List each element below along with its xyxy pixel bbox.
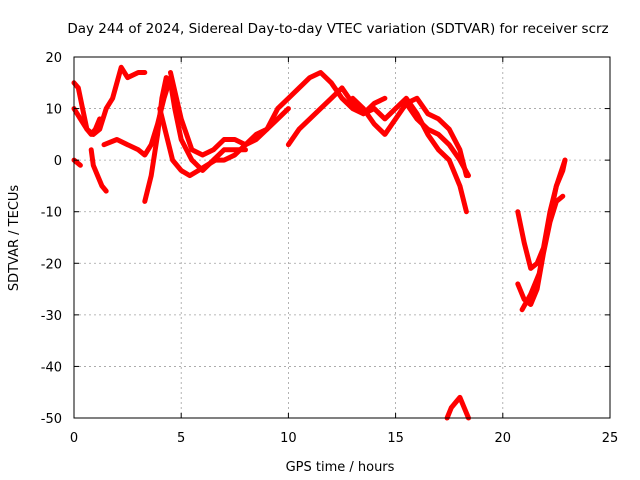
- plot-frame: [73, 56, 611, 419]
- y-tick-label: -10: [41, 206, 62, 221]
- series-track-d: [88, 147, 109, 194]
- y-tick-label: 10: [45, 103, 62, 118]
- grid-layer: [74, 57, 610, 418]
- series-track-j: [350, 95, 469, 179]
- y-tick-label: 0: [54, 154, 62, 169]
- series-layer: [71, 64, 568, 421]
- series-track-f: [142, 75, 248, 204]
- y-tick-label: -50: [41, 412, 62, 427]
- y-axis-title: SDTVAR / TECUs: [7, 185, 22, 292]
- x-tick-label: 20: [495, 431, 512, 446]
- x-tick-label: 15: [387, 431, 404, 446]
- x-tick-label: 5: [177, 431, 185, 446]
- axis-layer: 0 5 10 15 20 25 -50 -40 -30 -20 -10 0 10 20: [41, 51, 619, 446]
- series-track-i: [285, 85, 469, 215]
- series-track-c: [71, 157, 83, 168]
- series-track-b: [71, 64, 148, 137]
- y-tick-label: -20: [41, 257, 62, 272]
- y-tick-label: 20: [45, 51, 62, 66]
- x-tick-label: 10: [280, 431, 297, 446]
- x-tick-label: 0: [70, 431, 78, 446]
- y-tick-label: -40: [41, 360, 62, 375]
- series-track-l: [444, 394, 471, 421]
- y-tick-label: -30: [41, 309, 62, 324]
- series-track-k: [403, 100, 471, 179]
- x-axis-title: GPS time / hours: [286, 460, 395, 475]
- x-tick-label: 25: [602, 431, 619, 446]
- chart-title: Day 244 of 2024, Sidereal Day-to-day VTE…: [67, 21, 608, 37]
- series-track-h: [168, 70, 388, 158]
- series-track-o: [519, 157, 568, 313]
